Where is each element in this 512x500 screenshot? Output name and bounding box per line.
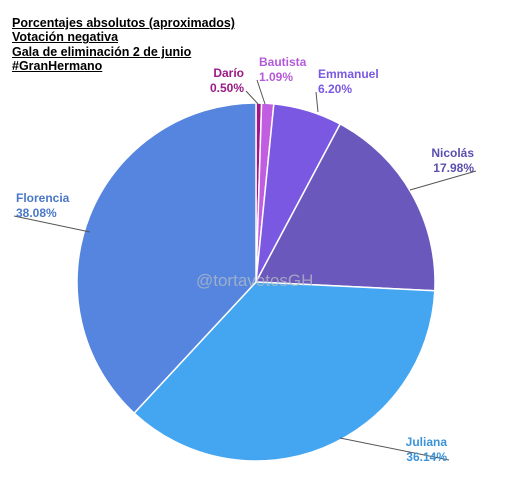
slice-name: Bautista: [259, 55, 307, 69]
pie-slice-florencia: [76, 102, 257, 414]
watermark: @tortavotosGH: [196, 271, 314, 290]
slice-label-florencia: Florencia 38.08%: [16, 191, 70, 220]
slice-label-bautista: Bautista 1.09%: [259, 55, 307, 84]
slice-percent: 0.50%: [210, 81, 244, 95]
leader-line-juliana: [339, 437, 450, 461]
slice-name: Emmanuel: [318, 67, 379, 81]
slice-label-emmanuel: Emmanuel 6.20%: [318, 67, 379, 96]
slice-percent: 17.98%: [433, 161, 474, 175]
leader-line-nicolás: [409, 170, 477, 191]
title-line-4: #GranHermano: [12, 59, 103, 74]
slice-label-juliana: Juliana 36.14%: [406, 435, 448, 464]
leader-line-bautista: [256, 79, 266, 105]
slice-name: Nicolás: [431, 146, 474, 160]
slice-percent: 1.09%: [259, 70, 293, 84]
slice-name: Florencia: [16, 191, 70, 205]
leader-line-florencia: [13, 215, 91, 233]
chart-title: Porcentajes absolutos (aproximados) Vota…: [12, 16, 235, 74]
slice-label-darío: Darío 0.50%: [210, 66, 244, 95]
slice-name: Juliana: [406, 435, 448, 449]
pie-slice-juliana: [133, 281, 436, 462]
slice-percent: 38.08%: [16, 206, 57, 220]
title-line-2: Votación negativa: [12, 30, 119, 45]
leader-line-darío: [245, 90, 259, 105]
title-line-1: Porcentajes absolutos (aproximados): [12, 16, 235, 30]
pie-slice-nicolás: [255, 123, 436, 292]
slice-name: Darío: [213, 66, 244, 80]
title-line-3: Gala de eliminación 2 de junio: [12, 44, 192, 59]
slice-percent: 6.20%: [318, 82, 352, 96]
leader-line-emmanuel: [315, 91, 319, 113]
slice-percent: 36.14%: [406, 450, 447, 464]
slice-label-nicolás: Nicolás 17.98%: [431, 146, 474, 175]
